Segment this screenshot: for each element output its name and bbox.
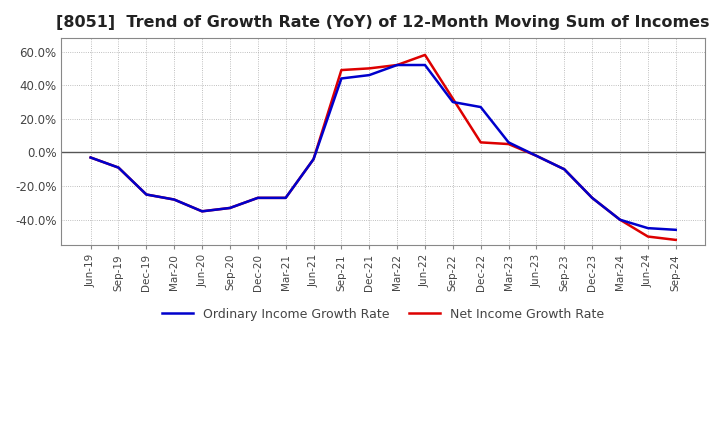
Ordinary Income Growth Rate <box>477 104 485 110</box>
Ordinary Income Growth Rate <box>198 209 207 214</box>
Ordinary Income Growth Rate <box>644 225 652 231</box>
Net Income Growth Rate <box>225 205 234 211</box>
Net Income Growth Rate <box>504 141 513 147</box>
Ordinary Income Growth Rate <box>393 62 402 68</box>
Ordinary Income Growth Rate <box>616 217 624 222</box>
Net Income Growth Rate <box>532 153 541 158</box>
Title: [8051]  Trend of Growth Rate (YoY) of 12-Month Moving Sum of Incomes: [8051] Trend of Growth Rate (YoY) of 12-… <box>56 15 710 30</box>
Ordinary Income Growth Rate <box>365 73 374 78</box>
Line: Ordinary Income Growth Rate: Ordinary Income Growth Rate <box>91 65 676 230</box>
Ordinary Income Growth Rate <box>170 197 179 202</box>
Ordinary Income Growth Rate <box>142 192 150 197</box>
Net Income Growth Rate <box>560 167 569 172</box>
Ordinary Income Growth Rate <box>86 155 95 160</box>
Net Income Growth Rate <box>253 195 262 201</box>
Net Income Growth Rate <box>309 157 318 162</box>
Net Income Growth Rate <box>588 195 596 201</box>
Net Income Growth Rate <box>86 155 95 160</box>
Net Income Growth Rate <box>477 140 485 145</box>
Ordinary Income Growth Rate <box>588 195 596 201</box>
Ordinary Income Growth Rate <box>253 195 262 201</box>
Net Income Growth Rate <box>114 165 123 170</box>
Net Income Growth Rate <box>142 192 150 197</box>
Ordinary Income Growth Rate <box>532 153 541 158</box>
Net Income Growth Rate <box>337 67 346 73</box>
Net Income Growth Rate <box>672 237 680 242</box>
Net Income Growth Rate <box>449 96 457 101</box>
Net Income Growth Rate <box>420 52 429 58</box>
Ordinary Income Growth Rate <box>672 227 680 232</box>
Net Income Growth Rate <box>198 209 207 214</box>
Ordinary Income Growth Rate <box>504 140 513 145</box>
Line: Net Income Growth Rate: Net Income Growth Rate <box>91 55 676 240</box>
Net Income Growth Rate <box>644 234 652 239</box>
Net Income Growth Rate <box>393 62 402 68</box>
Net Income Growth Rate <box>365 66 374 71</box>
Ordinary Income Growth Rate <box>225 205 234 211</box>
Ordinary Income Growth Rate <box>309 157 318 162</box>
Ordinary Income Growth Rate <box>282 195 290 201</box>
Legend: Ordinary Income Growth Rate, Net Income Growth Rate: Ordinary Income Growth Rate, Net Income … <box>157 303 609 326</box>
Ordinary Income Growth Rate <box>337 76 346 81</box>
Ordinary Income Growth Rate <box>560 167 569 172</box>
Ordinary Income Growth Rate <box>449 99 457 105</box>
Net Income Growth Rate <box>616 217 624 222</box>
Net Income Growth Rate <box>170 197 179 202</box>
Ordinary Income Growth Rate <box>114 165 123 170</box>
Ordinary Income Growth Rate <box>420 62 429 68</box>
Net Income Growth Rate <box>282 195 290 201</box>
